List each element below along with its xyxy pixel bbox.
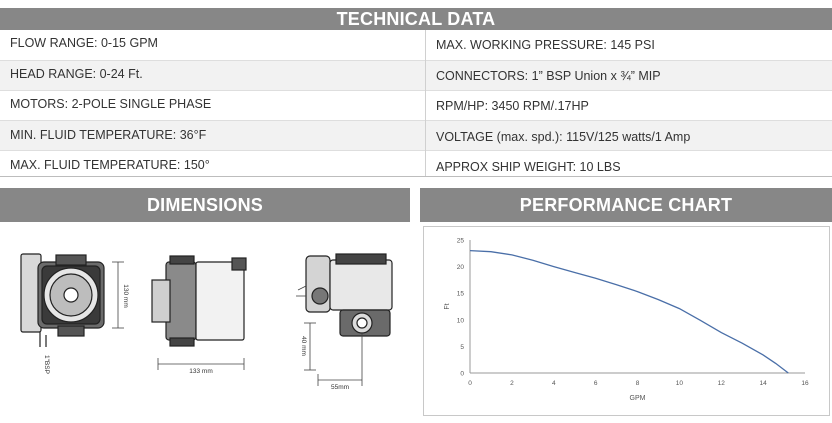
y-tick-label: 5 (460, 344, 464, 351)
column-divider (425, 30, 426, 176)
table-row: HEAD RANGE: 0-24 Ft. CONNECTORS: 1” BSP … (0, 60, 832, 90)
pump-end-view (296, 253, 393, 386)
voltage: VOLTAGE (max. spd.): 115V/125 watts/1 Am… (436, 130, 691, 144)
x-tick-label: 16 (801, 380, 809, 387)
chart-frame (423, 226, 830, 416)
performance-chart: 0 2 4 6 8 10 12 14 16 0 5 10 15 20 25 GPM Ft (444, 238, 809, 403)
row-divider (0, 60, 832, 61)
x-tick-label: 0 (468, 380, 472, 387)
max-working-pressure: MAX. WORKING PRESSURE: 145 PSI (436, 38, 655, 52)
y-tick-label: 10 (457, 317, 465, 324)
flow-range: FLOW RANGE: 0-15 GPM (10, 36, 158, 50)
width-dimension-label: 133 mm (189, 368, 212, 375)
connectors: CONNECTORS: 1” BSP Union x ¾” MIP (436, 69, 661, 83)
dimensions-panel: 130 mm 1"BSP 133 mm (0, 222, 410, 418)
table-row: MOTORS: 2-POLE SINGLE PHASE RPM/HP: 3450… (0, 90, 832, 120)
head-range: HEAD RANGE: 0-24 Ft. (10, 67, 143, 81)
rpm-hp: RPM/HP: 3450 RPM/.17HP (436, 99, 589, 113)
pump-side-view (151, 255, 247, 370)
ship-weight: APPROX SHIP WEIGHT: 10 LBS (436, 160, 621, 174)
row-divider (0, 120, 832, 121)
y-axis-label: Ft (444, 303, 451, 309)
pump-front-view (20, 253, 124, 347)
dimension-drawings: 130 mm 1"BSP 133 mm (20, 253, 393, 391)
y-tick-label: 25 (457, 238, 465, 245)
y-tick-label: 0 (460, 371, 464, 378)
performance-chart-header: PERFORMANCE CHART (420, 188, 832, 222)
x-tick-label: 10 (676, 380, 684, 387)
table-bottom-border (0, 176, 832, 177)
dimensions-header: DIMENSIONS (0, 188, 410, 222)
x-tick-label: 6 (594, 380, 598, 387)
table-row: MAX. FLUID TEMPERATURE: 150° APPROX SHIP… (0, 150, 832, 180)
y-tick-label: 20 (457, 264, 465, 271)
row-divider (0, 150, 832, 151)
depth-dimension-label: 40 mm (300, 336, 307, 356)
motors: MOTORS: 2-POLE SINGLE PHASE (10, 97, 212, 111)
height-dimension-label: 130 mm (122, 284, 129, 307)
technical-data-header: TECHNICAL DATA (0, 8, 832, 30)
x-tick-label: 4 (552, 380, 556, 387)
port-label: 1"BSP (43, 355, 50, 374)
offset-dimension-label: 55mm (331, 384, 349, 391)
table-row: MIN. FLUID TEMPERATURE: 36°F VOLTAGE (ma… (0, 120, 832, 150)
row-divider (0, 90, 832, 91)
x-axis-label: GPM (630, 395, 646, 402)
x-tick-label: 8 (636, 380, 640, 387)
y-tick-label: 15 (457, 291, 465, 298)
x-tick-label: 12 (718, 380, 726, 387)
max-fluid-temperature: MAX. FLUID TEMPERATURE: 150° (10, 158, 210, 172)
x-tick-label: 14 (760, 380, 768, 387)
x-tick-label: 2 (510, 380, 514, 387)
y-tick-labels: 0 5 10 15 20 25 (457, 238, 465, 378)
performance-curve (469, 249, 789, 374)
table-row: FLOW RANGE: 0-15 GPM MAX. WORKING PRESSU… (0, 30, 832, 60)
x-tick-labels: 0 2 4 6 8 10 12 14 16 (468, 380, 809, 387)
performance-panel: 0 2 4 6 8 10 12 14 16 0 5 10 15 20 25 GPM Ft (420, 222, 832, 418)
min-fluid-temperature: MIN. FLUID TEMPERATURE: 36°F (10, 128, 207, 142)
